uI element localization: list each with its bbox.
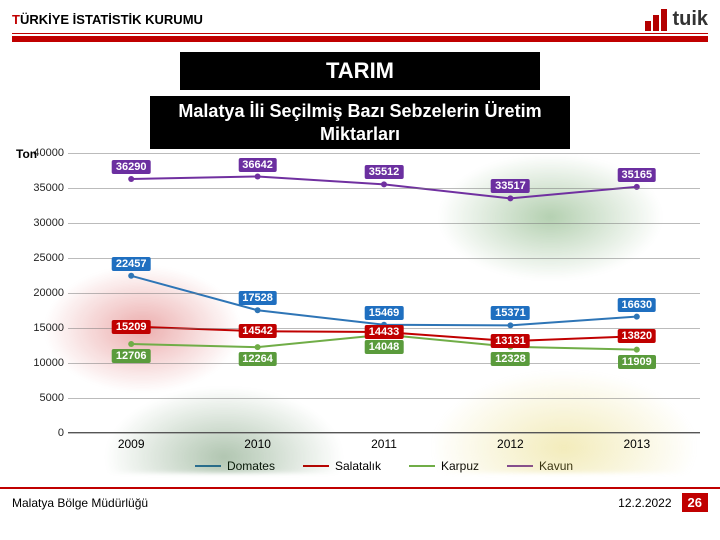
data-label: 35512 <box>365 165 404 179</box>
grid-line <box>68 153 700 154</box>
data-label: 12264 <box>238 352 277 366</box>
logo-bars-icon <box>645 9 667 31</box>
y-tick-label: 15000 <box>20 322 64 334</box>
y-tick-label: 0 <box>20 427 64 439</box>
footer: Malatya Bölge Müdürlüğü 12.2.2022 26 <box>0 489 720 512</box>
series-marker <box>381 181 387 187</box>
data-label: 35165 <box>618 168 657 182</box>
series-marker <box>634 314 640 320</box>
header-rule-thick <box>12 36 708 42</box>
plot-area: 0500010000150002000025000300003500040000… <box>68 153 700 433</box>
y-axis-label: Ton <box>16 147 37 161</box>
series-marker <box>128 341 134 347</box>
series-marker <box>507 195 513 201</box>
x-tick-label: 2010 <box>244 437 271 451</box>
x-tick-label: 2011 <box>371 437 397 451</box>
data-label: 17528 <box>238 291 277 305</box>
x-tick-label: 2012 <box>497 437 524 451</box>
y-tick-label: 25000 <box>20 252 64 264</box>
footer-right: 12.2.2022 26 <box>618 493 708 512</box>
data-label: 12328 <box>491 352 530 366</box>
y-tick-label: 20000 <box>20 287 64 299</box>
page-number: 26 <box>682 493 708 512</box>
data-label: 36642 <box>238 158 277 172</box>
data-label: 11909 <box>618 355 656 369</box>
chart: Ton 050001000015000200002500030000350004… <box>20 153 700 473</box>
grid-line <box>68 188 700 189</box>
grid-line <box>68 363 700 364</box>
x-tick-label: 2013 <box>623 437 650 451</box>
data-label: 15469 <box>365 306 404 320</box>
data-label: 16630 <box>618 298 657 312</box>
grid-line <box>68 433 700 434</box>
org-title-red: T <box>12 12 20 27</box>
grid-line <box>68 293 700 294</box>
y-tick-label: 10000 <box>20 357 64 369</box>
footer-date: 12.2.2022 <box>618 496 671 510</box>
data-label: 33517 <box>491 179 530 193</box>
org-title: TÜRKİYE İSTATİSTİK KURUMU <box>12 12 203 27</box>
data-label: 13131 <box>491 334 530 348</box>
data-label: 14433 <box>365 325 404 339</box>
footer-left: Malatya Bölge Müdürlüğü <box>12 496 148 510</box>
data-label: 22457 <box>112 257 151 271</box>
data-label: 15209 <box>112 320 151 334</box>
data-label: 14542 <box>238 324 277 338</box>
series-marker <box>255 174 261 180</box>
header: TÜRKİYE İSTATİSTİK KURUMU tuik <box>0 0 720 33</box>
chart-title: Malatya İli Seçilmiş Bazı Sebzelerin Üre… <box>150 96 570 149</box>
series-marker <box>255 344 261 350</box>
grid-line <box>68 398 700 399</box>
data-label: 36290 <box>112 160 151 174</box>
series-marker <box>128 273 134 279</box>
y-tick-label: 5000 <box>20 392 64 404</box>
grid-line <box>68 258 700 259</box>
data-label: 15371 <box>491 306 530 320</box>
grid-line <box>68 223 700 224</box>
logo-text: tuik <box>672 8 708 31</box>
data-label: 14048 <box>365 340 404 354</box>
y-tick-label: 35000 <box>20 182 64 194</box>
x-tick-label: 2009 <box>118 437 145 451</box>
y-tick-label: 30000 <box>20 217 64 229</box>
section-title: TARIM <box>180 52 540 90</box>
series-marker <box>128 176 134 182</box>
header-rule-thin <box>12 33 708 34</box>
series-marker <box>255 307 261 313</box>
data-label: 12706 <box>112 349 151 363</box>
data-label: 13820 <box>618 329 657 343</box>
series-marker <box>634 347 640 353</box>
org-title-rest: ÜRKİYE İSTATİSTİK KURUMU <box>20 12 203 27</box>
tuik-logo: tuik <box>645 8 708 31</box>
